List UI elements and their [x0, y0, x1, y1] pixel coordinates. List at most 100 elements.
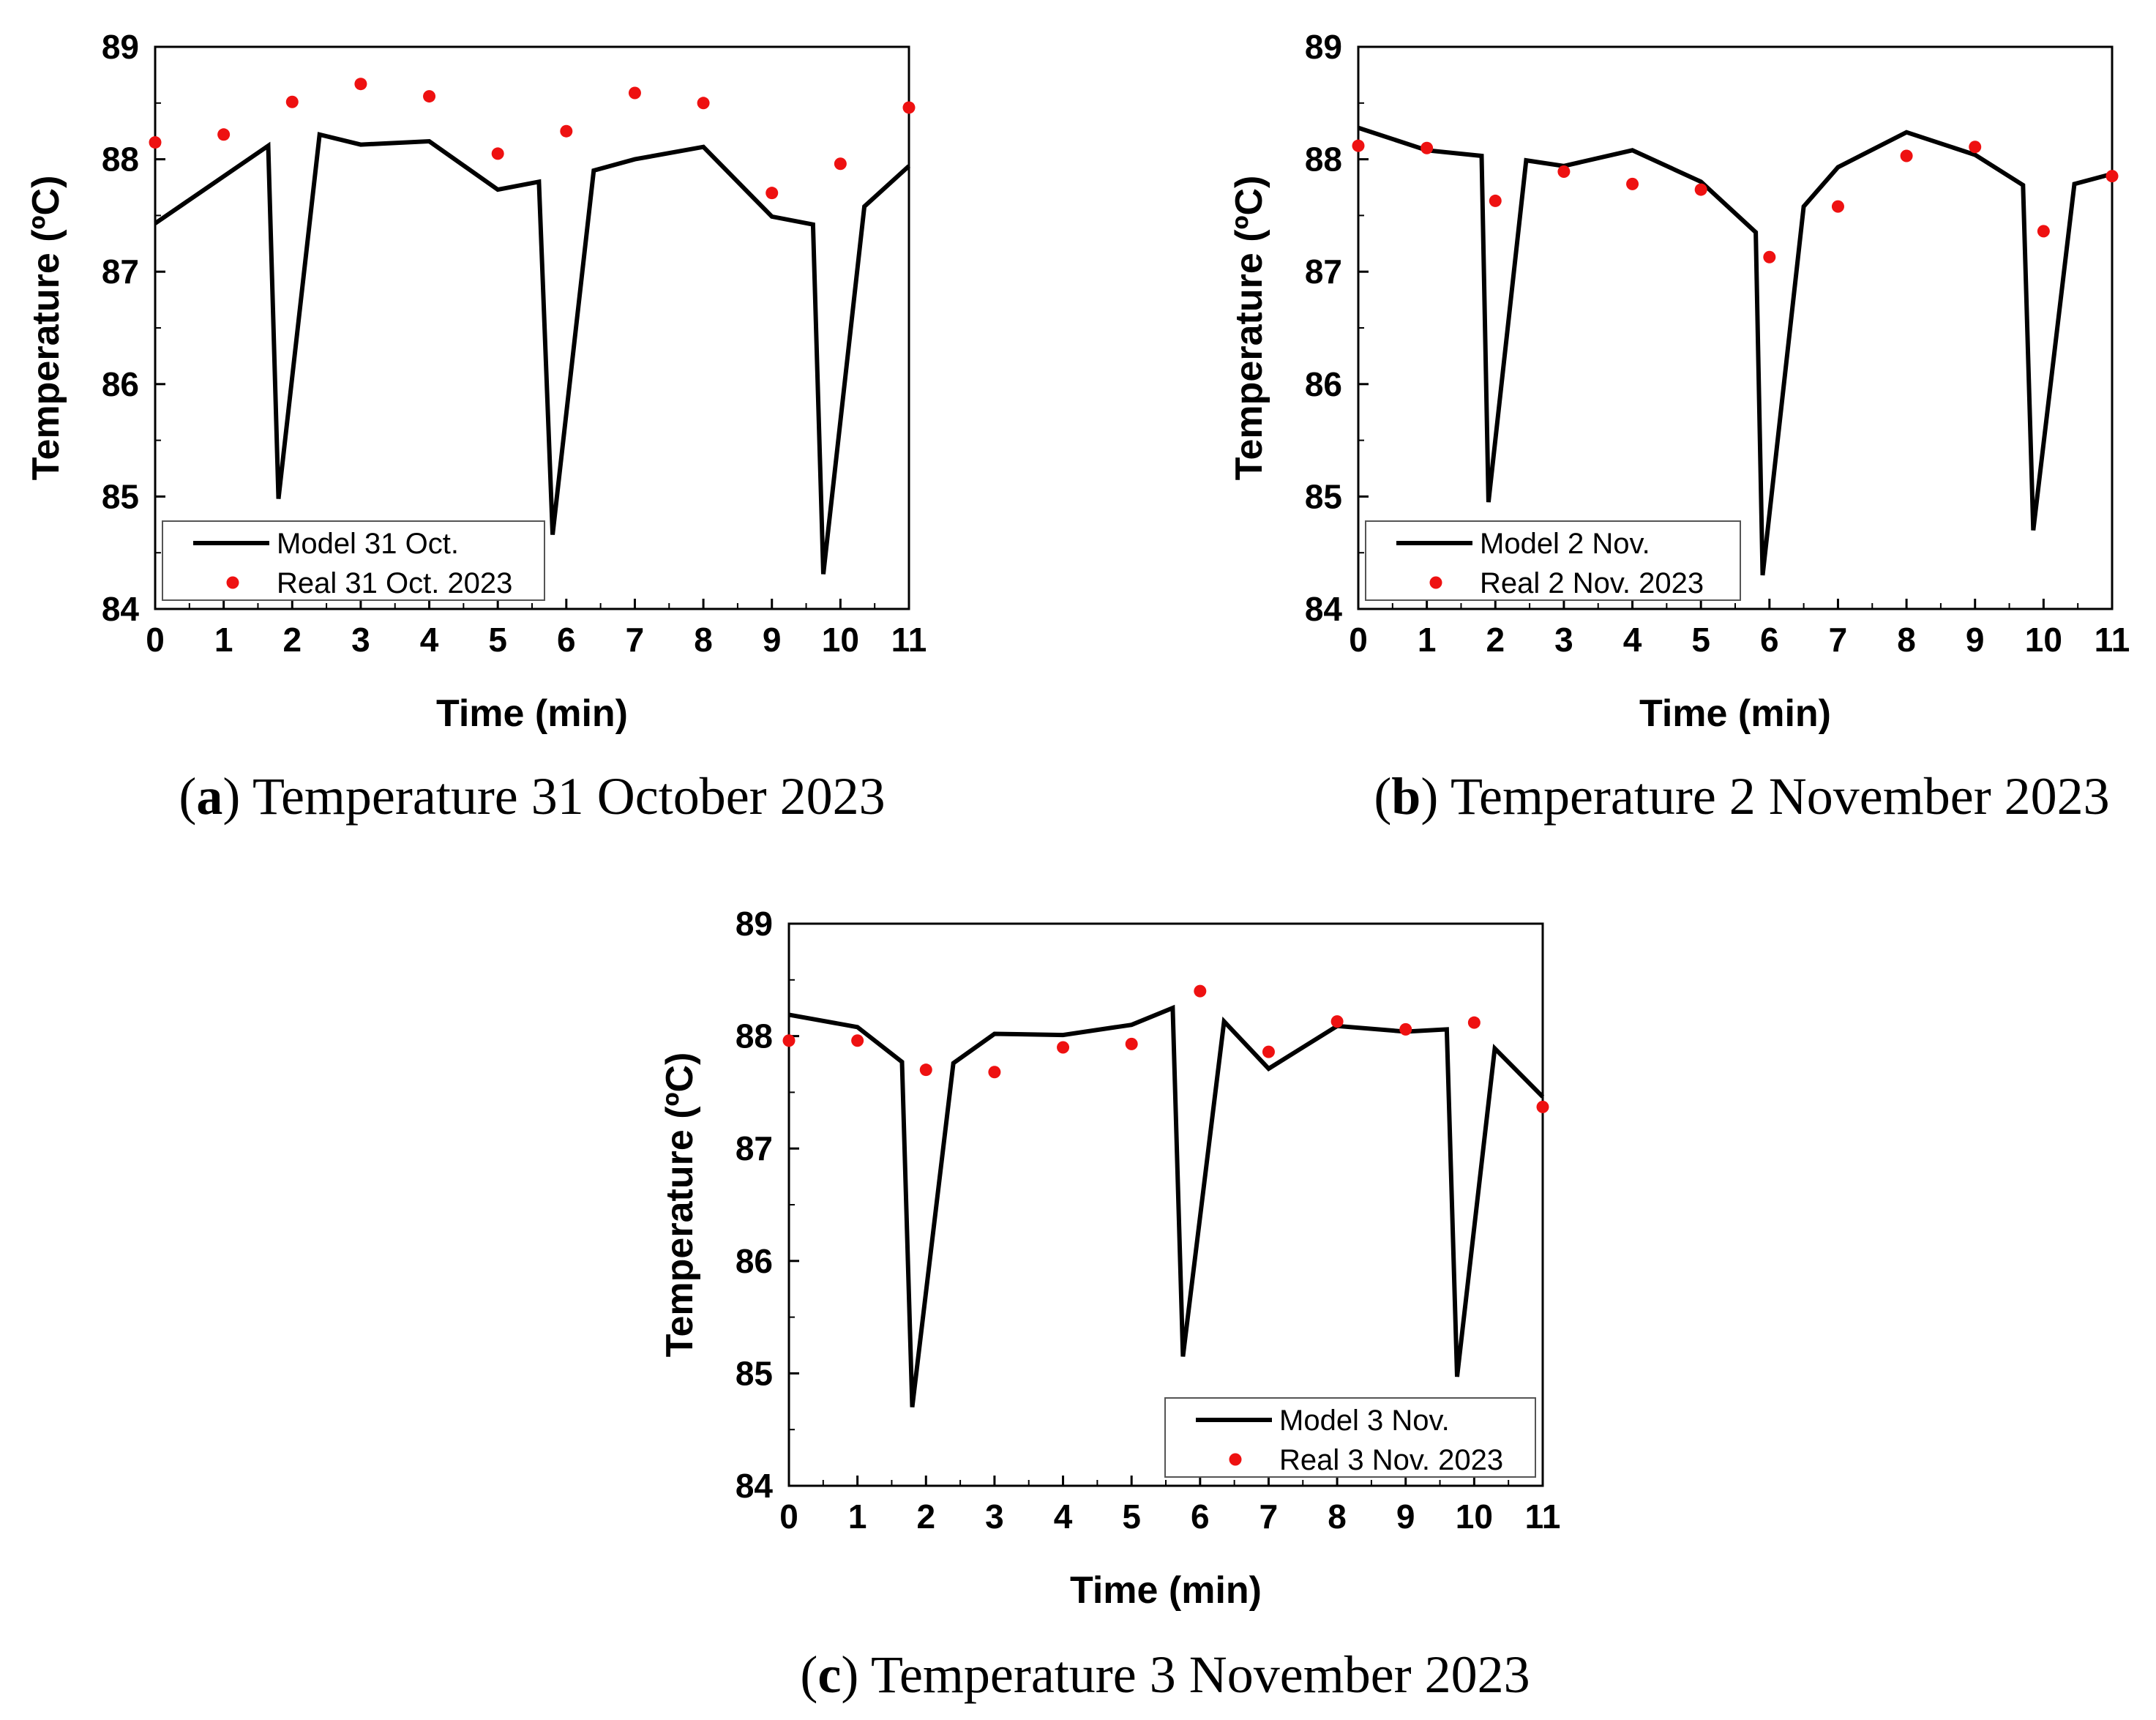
data-point-real [766, 187, 779, 200]
x-tick-label: 9 [1396, 1497, 1415, 1536]
series-line-model [1358, 125, 2113, 576]
data-point-real [2106, 170, 2119, 183]
x-tick-label: 0 [779, 1497, 798, 1536]
figure-caption: (c) Temperature 3 November 2023 [800, 1645, 1530, 1704]
caption-open-paren: ( [1374, 767, 1391, 826]
x-tick-label: 0 [146, 621, 165, 659]
legend-box [1164, 1397, 1536, 1478]
y-tick-label: 89 [1305, 28, 1342, 66]
data-point-real [1626, 177, 1639, 190]
caption-letter: c [817, 1645, 841, 1704]
y-axis-title: Temperature (ºC) [25, 176, 67, 481]
x-tick-label: 4 [1623, 621, 1642, 659]
legend-box [162, 520, 545, 601]
figure-caption: (b) Temperature 2 November 2023 [1374, 767, 2109, 826]
x-tick-label: 6 [557, 621, 576, 659]
data-point-real [354, 78, 367, 91]
legend-label: Model 31 Oct. [277, 528, 459, 560]
caption-letter: a [196, 767, 222, 826]
data-point-real [217, 128, 231, 141]
y-tick-label: 89 [735, 905, 773, 943]
y-tick-label: 87 [1305, 253, 1342, 291]
x-tick-label: 5 [488, 621, 507, 659]
legend-label: Model 2 Nov. [1480, 528, 1650, 560]
x-tick-label: 2 [916, 1497, 935, 1536]
x-tick-label: 11 [891, 621, 927, 659]
data-point-real [919, 1063, 932, 1077]
y-tick-label: 88 [102, 141, 139, 179]
data-point-real [1194, 984, 1207, 998]
x-tick-label: 3 [1554, 621, 1573, 659]
data-point-real [1831, 200, 1844, 213]
caption-text: Temperature 3 November 2023 [871, 1645, 1530, 1704]
x-axis-title: Time (min) [436, 692, 628, 735]
y-tick-label: 87 [735, 1129, 773, 1167]
y-tick-label: 86 [102, 365, 139, 403]
data-point-real [782, 1034, 796, 1047]
data-point-real [285, 95, 299, 108]
x-tick-label: 5 [1691, 621, 1710, 659]
y-tick-label: 86 [735, 1242, 773, 1280]
x-tick-label: 9 [1966, 621, 1985, 659]
data-point-real [1489, 194, 1502, 207]
x-tick-label: 1 [848, 1497, 867, 1536]
y-tick-label: 87 [102, 253, 139, 291]
x-tick-label: 7 [626, 621, 645, 659]
data-point-real [1536, 1100, 1549, 1113]
x-tick-label: 7 [1259, 1497, 1279, 1536]
y-axis-title: Temperature (ºC) [1228, 176, 1270, 481]
x-tick-label: 4 [420, 621, 439, 659]
x-tick-label: 3 [351, 621, 370, 659]
legend-label: Real 31 Oct. 2023 [277, 567, 512, 599]
x-tick-label: 11 [2095, 621, 2130, 659]
y-tick-label: 84 [102, 590, 140, 628]
data-point-real [1125, 1037, 1138, 1050]
legend: Model 3 Nov. Real 3 Nov. 2023 [1164, 1397, 1536, 1478]
y-tick-label: 88 [1305, 141, 1342, 179]
data-point-real [1557, 165, 1571, 178]
y-tick-label: 84 [735, 1467, 774, 1505]
x-tick-label: 6 [1760, 621, 1779, 659]
legend-dot-icon [226, 576, 239, 589]
y-tick-label: 85 [102, 477, 139, 515]
caption-text: Temperature 2 November 2023 [1451, 767, 2110, 826]
figure-caption: (a) Temperature 31 October 2023 [179, 767, 885, 826]
x-tick-label: 7 [1829, 621, 1848, 659]
legend-box [1365, 520, 1741, 601]
x-tick-label: 2 [1486, 621, 1505, 659]
x-tick-label: 8 [694, 621, 713, 659]
x-tick-label: 6 [1191, 1497, 1210, 1536]
x-tick-label: 4 [1054, 1497, 1073, 1536]
y-tick-label: 84 [1305, 590, 1343, 628]
series-line-model [154, 132, 911, 575]
x-tick-label: 10 [2025, 621, 2062, 659]
data-point-real [560, 124, 573, 138]
legend-dot-icon [1429, 576, 1442, 589]
data-point-real [2037, 225, 2050, 238]
legend: Model 2 Nov. Real 2 Nov. 2023 [1365, 520, 1741, 601]
data-point-real [1421, 141, 1434, 154]
data-point-real [1694, 183, 1707, 196]
x-tick-label: 2 [282, 621, 302, 659]
x-axis-title: Time (min) [1070, 1569, 1262, 1612]
x-tick-label: 5 [1122, 1497, 1141, 1536]
x-tick-label: 1 [1418, 621, 1437, 659]
x-tick-label: 8 [1897, 621, 1916, 659]
caption-close-paren: ) [222, 767, 252, 826]
caption-open-paren: ( [800, 1645, 817, 1704]
legend-label: Model 3 Nov. [1279, 1405, 1450, 1437]
data-point-real [1262, 1045, 1275, 1058]
data-point-real [1900, 149, 1913, 162]
data-point-real [1399, 1022, 1412, 1036]
y-tick-label: 85 [735, 1354, 773, 1392]
x-tick-label: 8 [1328, 1497, 1347, 1536]
data-point-real [1467, 1016, 1481, 1029]
x-tick-label: 10 [822, 621, 859, 659]
y-axis-title: Temperature (ºC) [659, 1052, 701, 1358]
series-line-model [788, 1004, 1545, 1407]
legend-dot-icon [1229, 1453, 1242, 1466]
data-point-real [491, 147, 504, 160]
data-point-real [697, 97, 710, 110]
caption-open-paren: ( [179, 767, 196, 826]
